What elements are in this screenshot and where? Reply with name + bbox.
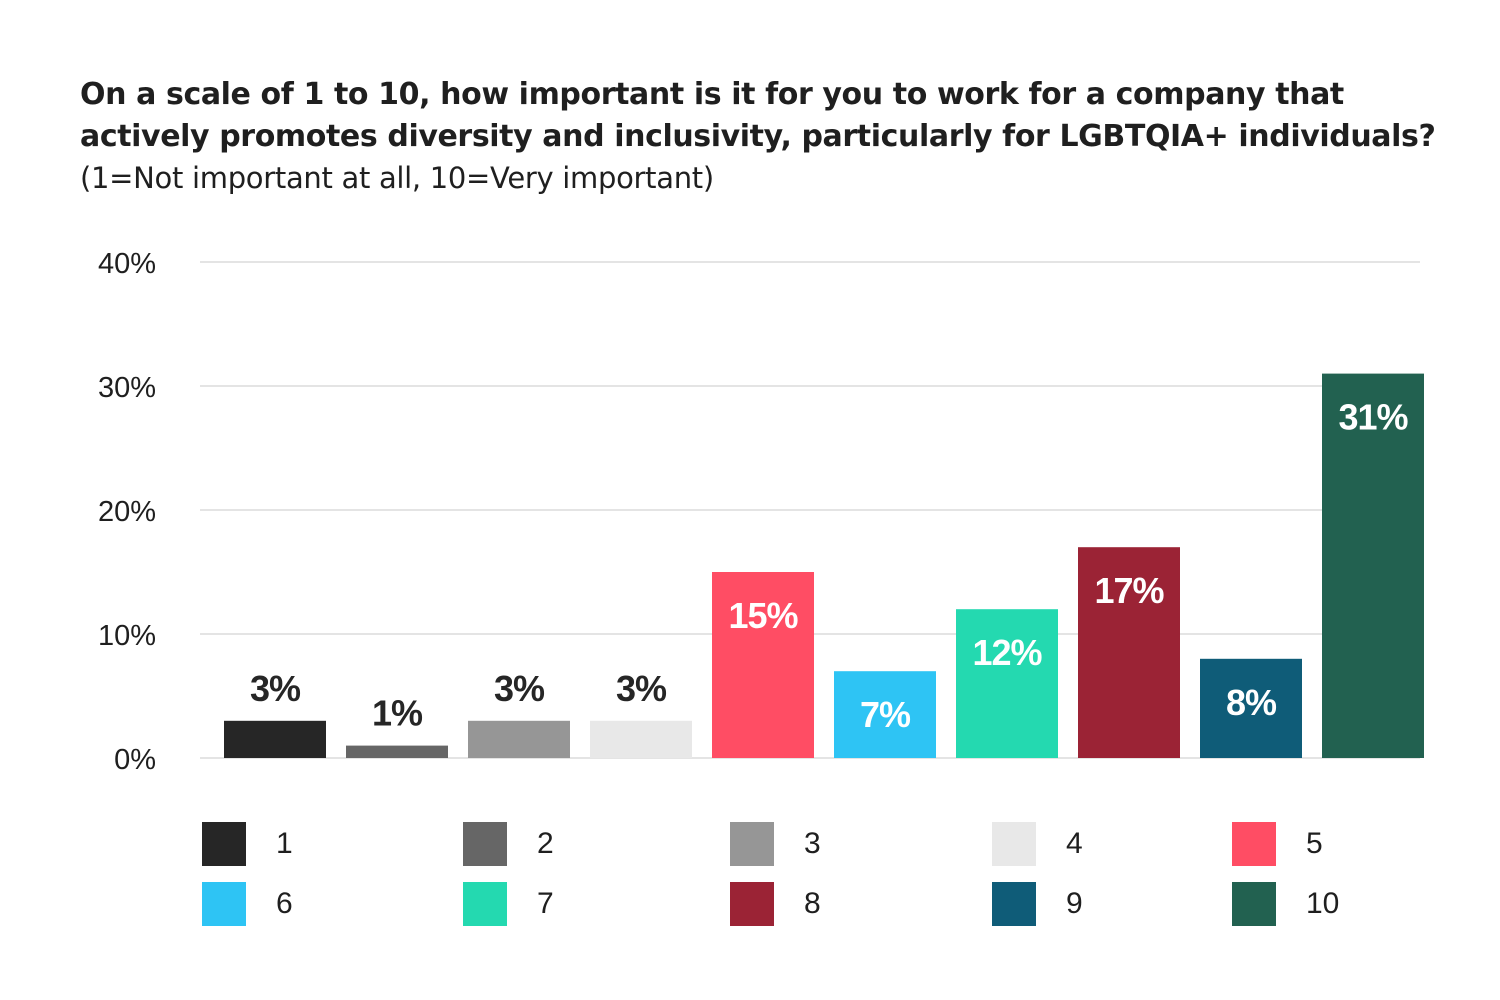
y-tick-label: 10% bbox=[98, 620, 156, 652]
bar-value-label: 3% bbox=[250, 668, 301, 709]
bar-value-label: 7% bbox=[860, 694, 911, 735]
bar bbox=[1200, 658, 1302, 758]
bar-value-label: 3% bbox=[616, 668, 667, 709]
bar-value-label: 31% bbox=[1338, 397, 1408, 438]
bar-value-label: 15% bbox=[728, 595, 798, 636]
bar bbox=[1322, 373, 1424, 758]
bar bbox=[712, 572, 814, 758]
y-tick-label: 0% bbox=[114, 744, 156, 776]
bar-value-label: 12% bbox=[972, 632, 1042, 673]
bar-value-label: 17% bbox=[1094, 570, 1164, 611]
bar bbox=[834, 671, 936, 758]
chart-title: On a scale of 1 to 10, how important is … bbox=[80, 77, 1436, 154]
bar bbox=[468, 720, 570, 758]
bar-value-label: 8% bbox=[1226, 682, 1277, 723]
bar bbox=[590, 720, 692, 758]
bar bbox=[1078, 547, 1180, 758]
bar bbox=[224, 720, 326, 758]
bar bbox=[956, 609, 1058, 758]
y-tick-label: 20% bbox=[98, 496, 156, 528]
bar-value-label: 3% bbox=[494, 668, 545, 709]
chart-subtitle: (1=Not important at all, 10=Very importa… bbox=[80, 161, 714, 195]
bar-value-label: 1% bbox=[372, 693, 423, 734]
y-tick-label: 30% bbox=[98, 372, 156, 404]
bar bbox=[346, 745, 448, 758]
y-tick-label: 40% bbox=[98, 248, 156, 280]
